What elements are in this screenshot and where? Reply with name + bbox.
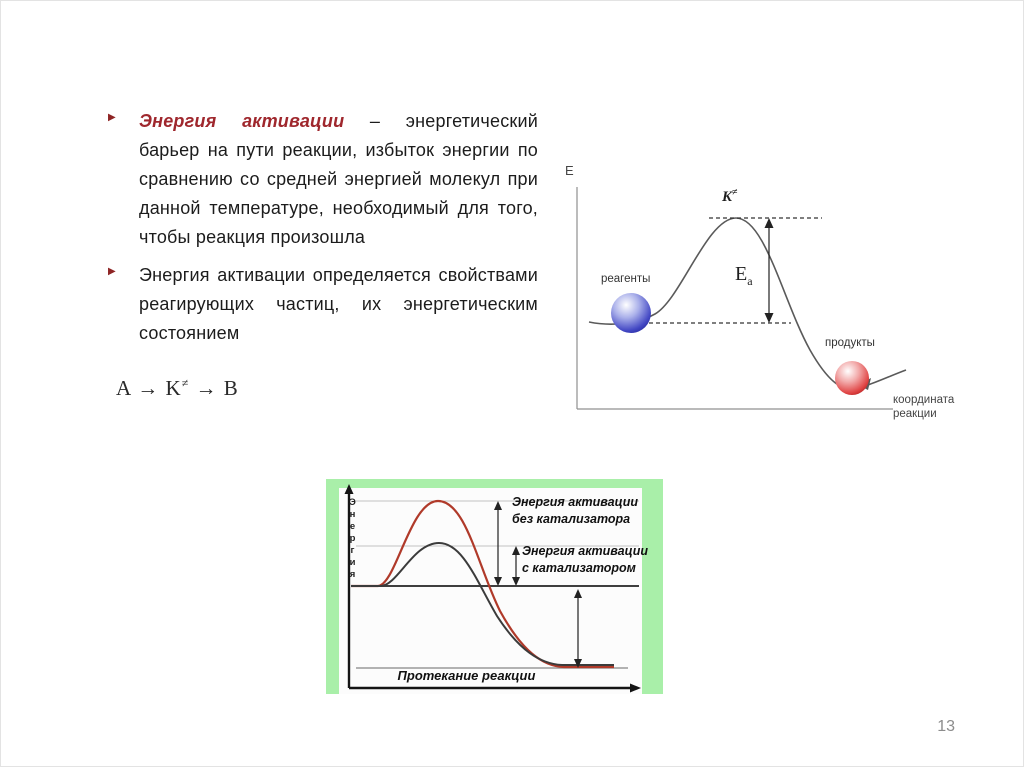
bullet-2-paragraph: Энергия активации определяется свойствам… <box>139 261 538 348</box>
x-axis <box>349 683 641 693</box>
label-with-catalyst-line2: с катализатором <box>522 561 636 575</box>
label-no-catalyst: Энергия активации без катализатора <box>512 494 638 528</box>
formula-complex: K≠ <box>166 376 190 400</box>
formula-arrow: → <box>195 376 218 400</box>
page-number: 13 <box>937 718 955 735</box>
catalyst-comparison-diagram: Энергия Энергия активации без катализато… <box>326 479 663 694</box>
label-with-catalyst-line1: Энергия активации <box>522 544 648 558</box>
label-no-catalyst-line1: Энергия активации <box>512 495 638 509</box>
label-with-catalyst: Энергия активации с катализатором <box>522 543 648 577</box>
arrow-reaction-energy-drop <box>574 589 582 668</box>
energy-profile-diagram: E K≠ Ea реагенты продукты координата реа… <box>559 151 979 436</box>
ea-symbol: E <box>735 263 748 285</box>
reagents-label: реагенты <box>601 273 651 285</box>
x-axis-label-line1: координата <box>893 394 955 406</box>
bullet-1-paragraph: Энергия активации – энергетический барье… <box>139 107 538 252</box>
y-axis-label: Энергия <box>347 497 358 581</box>
products-ball <box>835 361 869 395</box>
x-axis-label-line2: реакции <box>893 408 937 420</box>
catalyst-diagram-svg <box>326 479 663 694</box>
peak-sup: ≠ <box>732 187 738 198</box>
reaction-formula: A → K≠ → B <box>116 376 538 401</box>
bullet-2-text: Энергия активации определяется свойствам… <box>139 265 538 343</box>
bullet-item-2: ▶ Энергия активации определяется свойств… <box>106 261 538 348</box>
formula-arrow: → <box>137 376 160 400</box>
ea-sub: a <box>747 274 753 288</box>
bullet-marker-icon: ▶ <box>108 266 116 277</box>
bullet-marker-icon: ▶ <box>108 112 116 123</box>
y-axis-label: E <box>565 163 574 178</box>
formula-product: B <box>223 376 239 400</box>
reagents-ball <box>611 293 651 333</box>
formula-complex-sup: ≠ <box>181 376 190 390</box>
x-axis-label: Протекание реакции <box>397 668 536 683</box>
bullet-1-text: – энергетический барьер на пути реакции,… <box>139 111 538 247</box>
formula-reactant: A <box>116 376 132 400</box>
definition-text-block: ▶ Энергия активации – энергетический бар… <box>106 107 538 401</box>
label-no-catalyst-line2: без катализатора <box>512 512 631 526</box>
ea-arrow <box>764 218 774 323</box>
activated-complex-label: K≠ <box>722 187 738 206</box>
bullet-item-1: ▶ Энергия активации – энергетический бар… <box>106 107 538 252</box>
x-axis-label: координата реакции <box>893 393 954 421</box>
peak-symbol: K <box>722 189 733 205</box>
formula-complex-symbol: K <box>165 376 182 400</box>
arrow-ea-with-catalyst <box>512 546 520 586</box>
curve-with-catalyst <box>351 541 614 666</box>
energy-profile-svg <box>576 187 907 410</box>
activation-energy-label: Ea <box>735 263 753 289</box>
products-label: продукты <box>825 337 875 349</box>
arrow-ea-no-catalyst <box>494 501 502 586</box>
y-axis <box>344 484 354 688</box>
term-activation-energy: Энергия активации <box>139 111 345 131</box>
